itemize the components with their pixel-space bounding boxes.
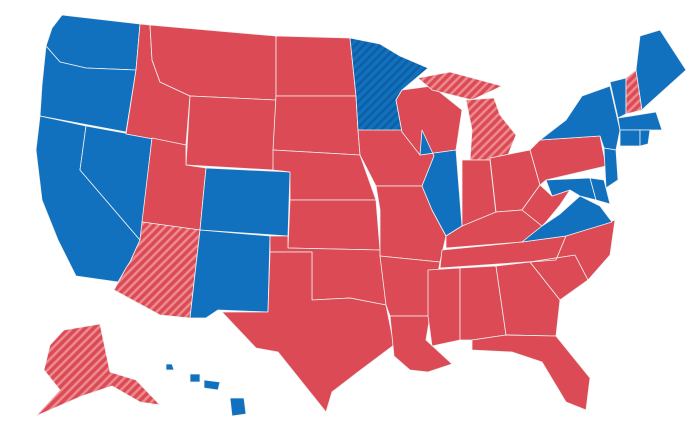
state-shape-nj[interactable] [603,147,619,189]
state-shape-ri[interactable] [639,129,651,147]
state-shape-va[interactable] [521,195,613,243]
state-shape-hi[interactable] [165,363,175,371]
state-wv[interactable] [521,184,571,227]
state-nj[interactable] [603,147,619,189]
state-sd[interactable] [272,95,361,156]
state-shape-ks[interactable] [287,199,381,251]
state-nm[interactable] [189,229,271,319]
state-co[interactable] [199,167,291,237]
state-shape-hi[interactable] [189,373,201,383]
state-fl[interactable] [471,334,591,411]
state-shape-fl[interactable] [471,334,591,411]
state-wi[interactable] [395,85,463,156]
state-hi[interactable] [165,363,247,417]
state-shape-me[interactable] [635,29,687,111]
state-shape-ct[interactable] [619,129,641,147]
state-shape-wy[interactable] [185,95,277,171]
state-shape-ga[interactable] [495,261,561,337]
state-shape-de[interactable] [589,177,611,205]
state-shape-mi[interactable] [417,71,503,101]
state-ms[interactable] [427,267,461,347]
state-shape-mi[interactable] [465,97,517,161]
state-nd[interactable] [275,35,357,97]
state-shape-nd[interactable] [275,35,357,97]
state-ri[interactable] [639,129,651,147]
state-shape-ms[interactable] [427,267,461,347]
state-shape-pa[interactable] [529,135,607,186]
state-nc[interactable] [529,219,616,281]
state-va[interactable] [521,195,613,243]
state-shape-ak[interactable] [35,323,161,417]
states-layer [35,14,687,417]
state-shape-sd[interactable] [272,95,361,156]
state-shape-ma[interactable] [617,111,663,131]
state-shape-hi[interactable] [203,379,221,391]
state-shape-nc[interactable] [529,219,616,281]
state-shape-tx[interactable] [221,251,395,413]
state-ma[interactable] [617,111,663,131]
state-de[interactable] [589,177,611,205]
state-shape-wv[interactable] [521,184,571,227]
state-pa[interactable] [529,135,607,186]
state-ks[interactable] [287,199,381,251]
state-mi[interactable] [417,71,517,161]
state-ak[interactable] [35,323,161,417]
state-shape-co[interactable] [199,167,291,237]
state-me[interactable] [635,29,687,111]
state-shape-wi[interactable] [395,85,463,156]
state-wy[interactable] [185,95,277,171]
state-ga[interactable] [495,261,561,337]
state-shape-nm[interactable] [189,229,271,319]
state-shape-hi[interactable] [229,397,247,417]
state-ct[interactable] [619,129,641,147]
state-tx[interactable] [221,251,395,413]
